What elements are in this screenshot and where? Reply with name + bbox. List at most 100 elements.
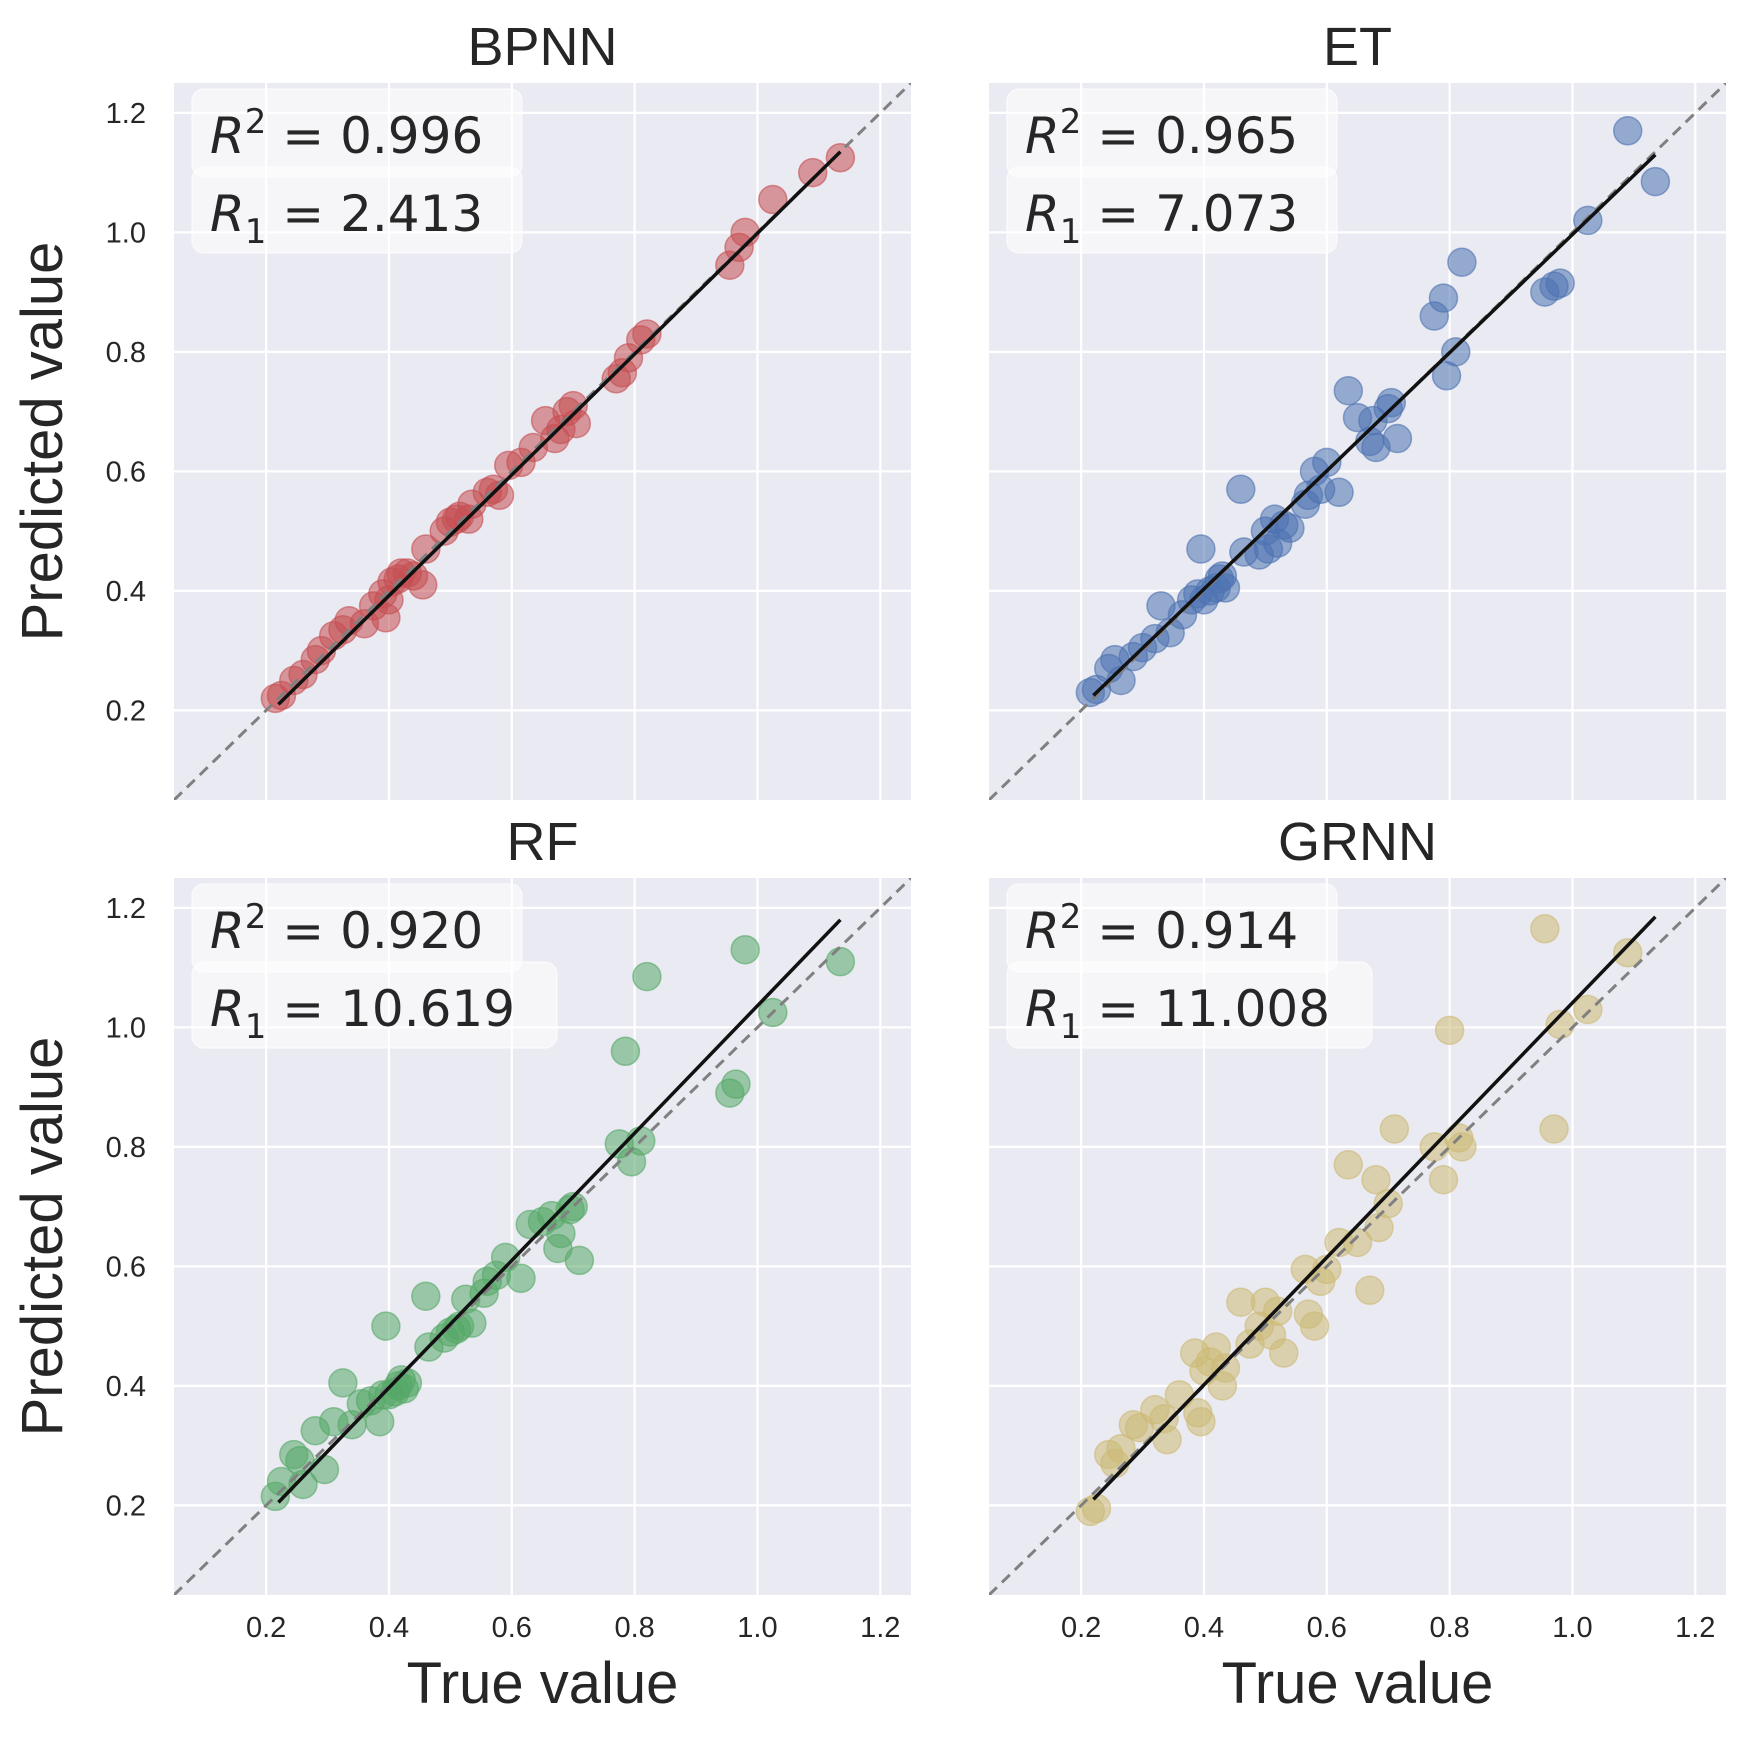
chart-3-x-tick-label: 0.4	[369, 1612, 409, 1644]
chart-4-data-point	[1186, 1406, 1216, 1437]
chart-3-data-point	[371, 1311, 401, 1341]
chart-2-data-point	[1333, 375, 1364, 406]
chart-4-x-tick-label: 1.2	[1675, 1612, 1715, 1644]
chart-1-y-tick-label: 0.4	[106, 576, 146, 608]
chart-3-y-axis-label: Predicted value	[10, 1037, 75, 1437]
chart-4-x-tick-label: 0.4	[1184, 1612, 1224, 1644]
chart-3-data-point	[309, 1454, 340, 1485]
chart-4-data-point	[1530, 914, 1560, 944]
chart-3-x-tick-label: 0.6	[492, 1612, 532, 1644]
chart-2-data-point	[1376, 387, 1407, 418]
chart-2-data-point	[1447, 247, 1477, 277]
chart-4-data-point	[1539, 1114, 1569, 1144]
chart-4-identity-line	[989, 878, 1726, 1595]
chart-1-data-point	[730, 217, 760, 248]
chart-1-y-tick-label: 0.8	[106, 337, 146, 369]
chart-3-data-point	[506, 1263, 536, 1294]
chart-4-x-axis-label: True value	[1222, 1651, 1494, 1716]
chart-4-data-point	[1269, 1338, 1299, 1368]
chart-4-data-point	[1447, 1132, 1477, 1162]
chart-1-data-point	[411, 534, 441, 564]
chart-4-data-point	[1361, 1164, 1391, 1195]
chart-4-data-point	[1106, 1433, 1136, 1464]
chart-4-data-point	[1373, 1188, 1403, 1219]
chart-3-y-tick-label: 0.2	[106, 1490, 146, 1522]
chart-4-data-point	[1428, 1164, 1459, 1195]
chart-3-identity-line	[174, 878, 911, 1595]
chart-3-r2-annotation: R2 = 0.920	[210, 897, 483, 960]
chart-1-y-tick-label: 1.2	[106, 98, 146, 130]
chart-4-data-point	[1379, 1114, 1410, 1144]
chart-3-x-tick-label: 1.0	[737, 1612, 777, 1644]
chart-4-data-point	[1226, 1287, 1256, 1317]
chart-1-data-point	[632, 319, 662, 349]
chart-1-fit-line	[277, 150, 842, 706]
chart-4-title: GRNN	[1278, 812, 1437, 872]
chart-3-data-point	[825, 946, 856, 977]
chart-4-x-tick-label: 1.0	[1552, 1612, 1592, 1644]
chart-3-data-point	[328, 1368, 358, 1398]
chart-3-data-point	[457, 1308, 487, 1338]
chart-2-data-point	[1226, 474, 1256, 505]
chart-1-y-axis-label: Predicted value	[10, 242, 75, 642]
chart-2-data-point	[1324, 477, 1354, 508]
chart-1-title: BPNN	[467, 17, 617, 77]
chart-3-r1-box	[191, 961, 558, 1049]
chart-2-r1-annotation: R1 = 7.073	[1025, 185, 1298, 252]
chart-3-data-point	[392, 1368, 423, 1398]
chart-4-points	[1075, 914, 1643, 1527]
chart-1-r1-box	[191, 166, 523, 254]
chart-2-data-point	[1186, 534, 1216, 564]
chart-4-data-point	[1355, 1275, 1385, 1306]
chart-2-data-point	[1312, 447, 1342, 478]
chart-3-x-tick-label: 1.2	[860, 1612, 900, 1644]
chart-3-data-point	[411, 1281, 441, 1311]
chart-1-r1-annotation: R1 = 2.413	[210, 185, 483, 252]
chart-4-r2-annotation: R2 = 0.914	[1025, 897, 1298, 960]
chart-2-data-point	[1382, 423, 1413, 454]
chart-3-panel: 0.2 0.4 0.6 0.8 1.0 1.2 0.2 0.4 0.6 0.8 1.0 1.2 R2 =…	[10, 812, 911, 1716]
chart-3-data-point	[721, 1069, 751, 1099]
chart-3-data-point	[632, 961, 662, 992]
chart-4-data-point	[1262, 1296, 1293, 1326]
chart-1-data-point	[825, 142, 856, 173]
chart-3-y-tick-label: 0.6	[106, 1251, 146, 1283]
chart-1-data-point	[797, 157, 828, 188]
chart-2-r1-box	[1006, 166, 1338, 254]
chart-2-panel: R2 = 0.965 R1 = 7.073 ET	[989, 17, 1726, 800]
chart-1-panel: 0.2 0.4 0.6 0.8 1.0 1.2 R2 = 0.996 R1 = 2.413 BP…	[10, 17, 911, 800]
chart-3-r1-annotation: R1 = 10.619	[210, 980, 515, 1047]
chart-3-title: RF	[507, 812, 579, 872]
chart-3-data-point	[364, 1406, 395, 1437]
chart-2-r2-annotation: R2 = 0.965	[1025, 102, 1298, 165]
chart-1-r2-annotation: R2 = 0.996	[210, 102, 483, 165]
chart-1-data-point	[758, 184, 788, 215]
chart-4-data-point	[1210, 1353, 1241, 1383]
chart-4-data-point	[1299, 1311, 1330, 1341]
chart-2-data-point	[1612, 116, 1643, 146]
chart-1-y-tick-label: 0.2	[106, 695, 146, 727]
chart-3-data-point	[564, 1245, 595, 1276]
chart-3-x-tick-label: 0.8	[614, 1612, 654, 1644]
chart-2-data-point	[1275, 513, 1305, 543]
chart-1-y-tick-label: 0.6	[106, 456, 146, 488]
chart-3-y-tick-label: 0.8	[106, 1132, 146, 1164]
chart-4-fit-line	[1092, 915, 1657, 1501]
chart-4-x-tick-label: 0.6	[1307, 1612, 1347, 1644]
chart-2-data-point	[1210, 573, 1241, 603]
chart-4-panel: 0.2 0.4 0.6 0.8 1.0 1.2 R2 = 0.914 R1 = 11.008 G…	[989, 812, 1726, 1716]
chart-4-x-tick-label: 0.8	[1429, 1612, 1469, 1644]
chart-4-x-tick-label: 0.2	[1061, 1612, 1101, 1644]
chart-4-data-point	[1612, 937, 1643, 968]
chart-4-r1-box	[1006, 961, 1373, 1049]
chart-4-data-point	[1333, 1150, 1364, 1180]
chart-2-data-point	[1441, 337, 1471, 367]
chart-1-data-point	[407, 570, 438, 600]
chart-2-data-point	[1545, 268, 1575, 298]
chart-2-data-point	[1640, 166, 1671, 197]
chart-4-data-point	[1434, 1015, 1465, 1046]
chart-4-data-point	[1573, 994, 1603, 1025]
chart-2-data-point	[1428, 283, 1459, 313]
chart-1-y-tick-label: 1.0	[106, 217, 146, 249]
